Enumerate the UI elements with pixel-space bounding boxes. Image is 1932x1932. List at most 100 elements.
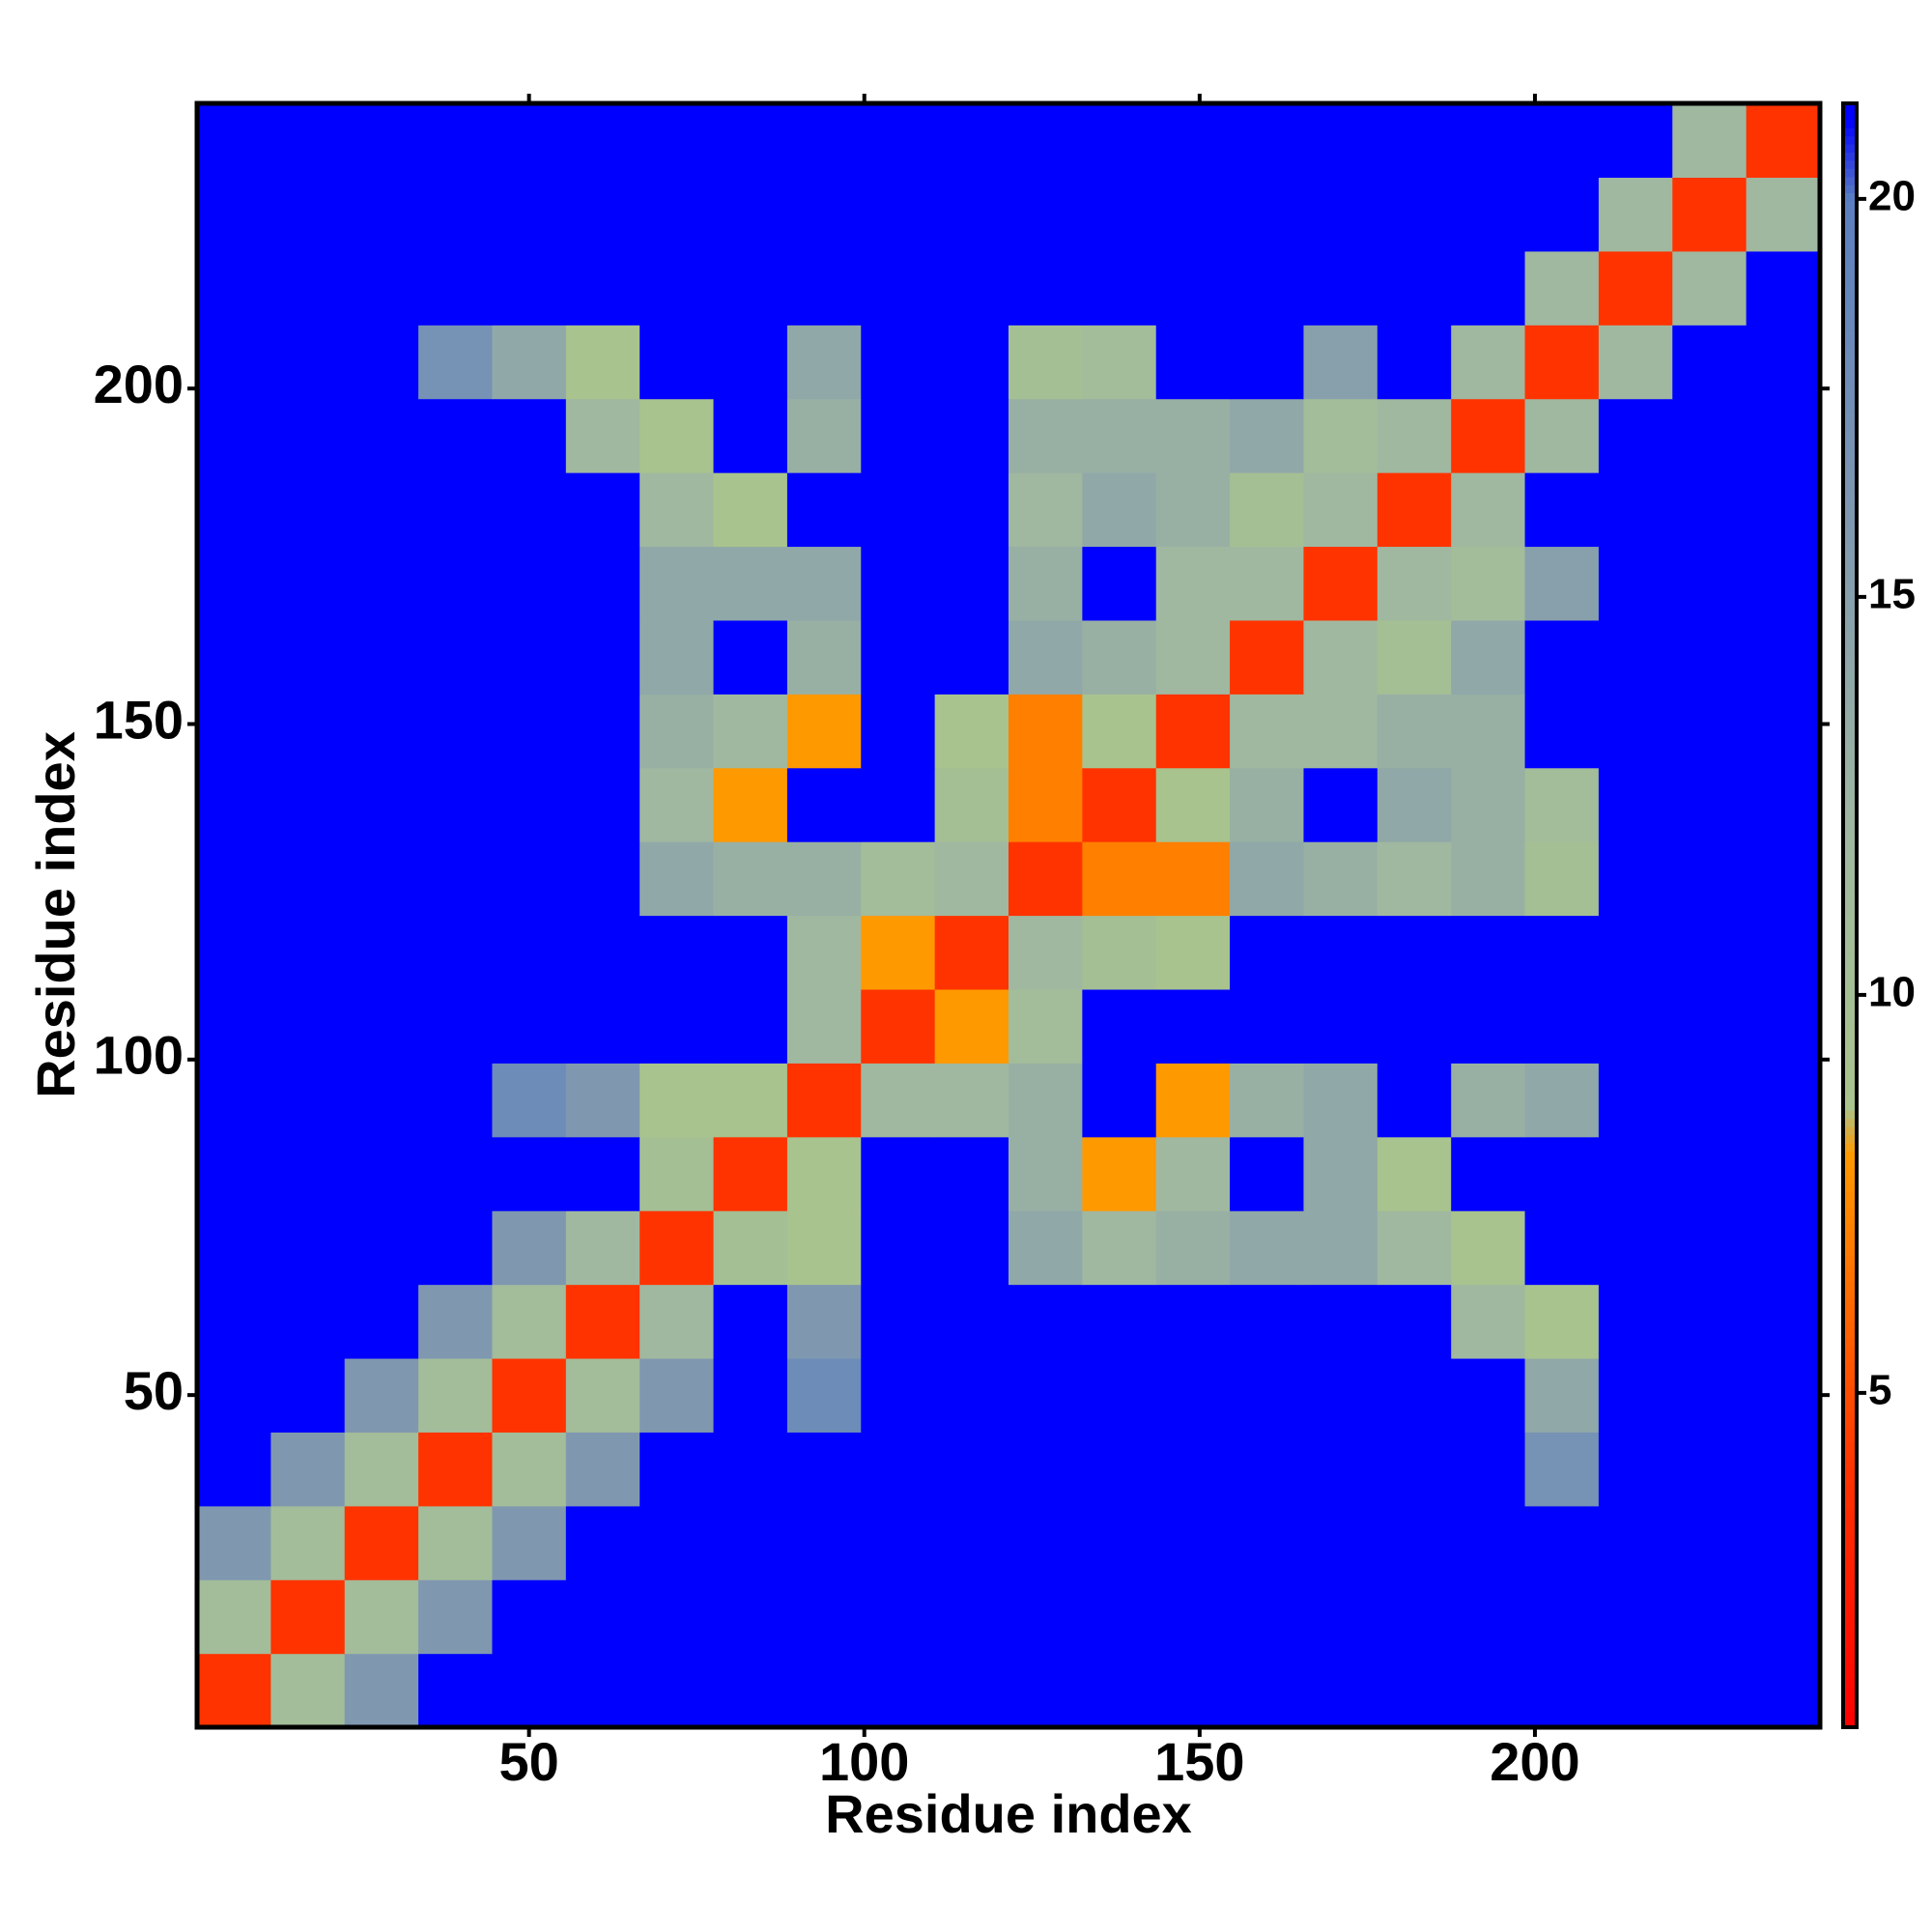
- heatmap-cell: [418, 988, 494, 1064]
- colorbar-step: [1843, 1223, 1857, 1233]
- heatmap-cell: [1451, 103, 1526, 179]
- heatmap-cell: [270, 1136, 346, 1211]
- heatmap-cell: [1230, 103, 1305, 179]
- heatmap-cell: [1303, 915, 1378, 990]
- heatmap-cell: [786, 1284, 862, 1359]
- heatmap-cell: [1524, 1432, 1600, 1507]
- heatmap-cell: [1082, 1505, 1157, 1580]
- heatmap-cell: [1746, 250, 1821, 326]
- colorbar-step: [1843, 744, 1857, 753]
- colorbar-step: [1843, 703, 1857, 713]
- colorbar-step: [1843, 557, 1857, 567]
- heatmap-cell: [786, 767, 862, 842]
- heatmap-cell: [1377, 694, 1452, 769]
- heatmap-cell: [1303, 1210, 1378, 1286]
- heatmap-cell: [197, 398, 271, 473]
- heatmap-cell: [639, 325, 715, 400]
- colorbar-step: [1843, 1012, 1857, 1022]
- heatmap-cell: [934, 325, 1009, 400]
- heatmap-cell: [344, 841, 419, 917]
- heatmap-cell: [418, 915, 494, 990]
- heatmap-cell: [1524, 1136, 1600, 1211]
- heatmap-cell: [1451, 1505, 1526, 1580]
- heatmap-cell: [786, 250, 862, 326]
- colorbar-step: [1843, 963, 1857, 973]
- heatmap-cell: [492, 250, 567, 326]
- heatmap-cell: [1303, 1579, 1378, 1655]
- colorbar-step: [1843, 1239, 1857, 1249]
- heatmap-cell: [1672, 325, 1747, 400]
- colorbar-step: [1843, 785, 1857, 795]
- heatmap-cell: [270, 546, 346, 621]
- colorbar-step: [1843, 355, 1857, 364]
- colorbar-step: [1843, 330, 1857, 340]
- heatmap-cell: [1155, 1284, 1231, 1359]
- heatmap-cell: [1377, 250, 1452, 326]
- heatmap-cell: [1230, 841, 1305, 917]
- heatmap-cell: [1746, 546, 1821, 621]
- heatmap-cell: [713, 694, 788, 769]
- heatmap-cell: [639, 1505, 715, 1580]
- heatmap-cell: [639, 1432, 715, 1507]
- heatmap-cell: [1746, 841, 1821, 917]
- heatmap-cell: [1155, 841, 1231, 917]
- heatmap-cell: [344, 1357, 419, 1433]
- colorbar-step: [1843, 216, 1857, 226]
- colorbar-step: [1843, 647, 1857, 657]
- colorbar-step: [1843, 233, 1857, 242]
- heatmap-cell: [639, 1357, 715, 1433]
- heatmap-cell: [1009, 1136, 1083, 1211]
- heatmap-cell: [565, 1432, 640, 1507]
- heatmap-cell: [1524, 1653, 1600, 1728]
- heatmap-cell: [1009, 177, 1083, 252]
- heatmap-cell: [934, 988, 1009, 1064]
- heatmap-cell: [639, 988, 715, 1064]
- colorbar-step: [1843, 1573, 1857, 1582]
- heatmap-cell: [934, 250, 1009, 326]
- heatmap-cell: [492, 546, 567, 621]
- heatmap-cell: [713, 1432, 788, 1507]
- heatmap-cell: [1598, 1432, 1673, 1507]
- heatmap-cell: [565, 619, 640, 695]
- heatmap-cell: [1524, 177, 1600, 252]
- heatmap-cell: [197, 177, 271, 252]
- colorbar-step: [1843, 550, 1857, 559]
- colorbar-step: [1843, 257, 1857, 267]
- heatmap-cell: [270, 325, 346, 400]
- heatmap-cell: [1451, 694, 1526, 769]
- colorbar-step: [1843, 168, 1857, 178]
- heatmap-cell: [197, 841, 271, 917]
- heatmap-cell: [492, 1653, 567, 1728]
- heatmap-cell: [639, 250, 715, 326]
- heatmap-cell: [1009, 694, 1083, 769]
- heatmap-cell: [1672, 1136, 1747, 1211]
- colorbar-step: [1843, 688, 1857, 697]
- colorbar-step: [1843, 1678, 1857, 1688]
- heatmap-cell: [1303, 1653, 1378, 1728]
- heatmap-cell: [713, 177, 788, 252]
- heatmap-cell: [418, 767, 494, 842]
- heatmap-cell: [1524, 546, 1600, 621]
- heatmap-cell: [565, 915, 640, 990]
- colorbar-step: [1843, 1053, 1857, 1063]
- heatmap-cell: [713, 1284, 788, 1359]
- colorbar-step: [1843, 810, 1857, 819]
- heatmap-cell: [197, 472, 271, 548]
- heatmap-cell: [1155, 1210, 1231, 1286]
- colorbar-step: [1843, 1077, 1857, 1087]
- heatmap-cell: [786, 1136, 862, 1211]
- heatmap-cell: [713, 1357, 788, 1433]
- heatmap-cell: [1377, 915, 1452, 990]
- heatmap-cell: [492, 177, 567, 252]
- heatmap-cell: [861, 250, 936, 326]
- colorbar-step: [1843, 1044, 1857, 1054]
- colorbar-step: [1843, 1361, 1857, 1371]
- colorbar-step: [1843, 1069, 1857, 1079]
- colorbar-step: [1843, 801, 1857, 810]
- heatmap-cell: [1377, 103, 1452, 179]
- heatmap-cell: [1672, 841, 1747, 917]
- heatmap-cell: [1082, 1063, 1157, 1138]
- heatmap-cell: [1082, 1210, 1157, 1286]
- heatmap-cell: [1377, 472, 1452, 548]
